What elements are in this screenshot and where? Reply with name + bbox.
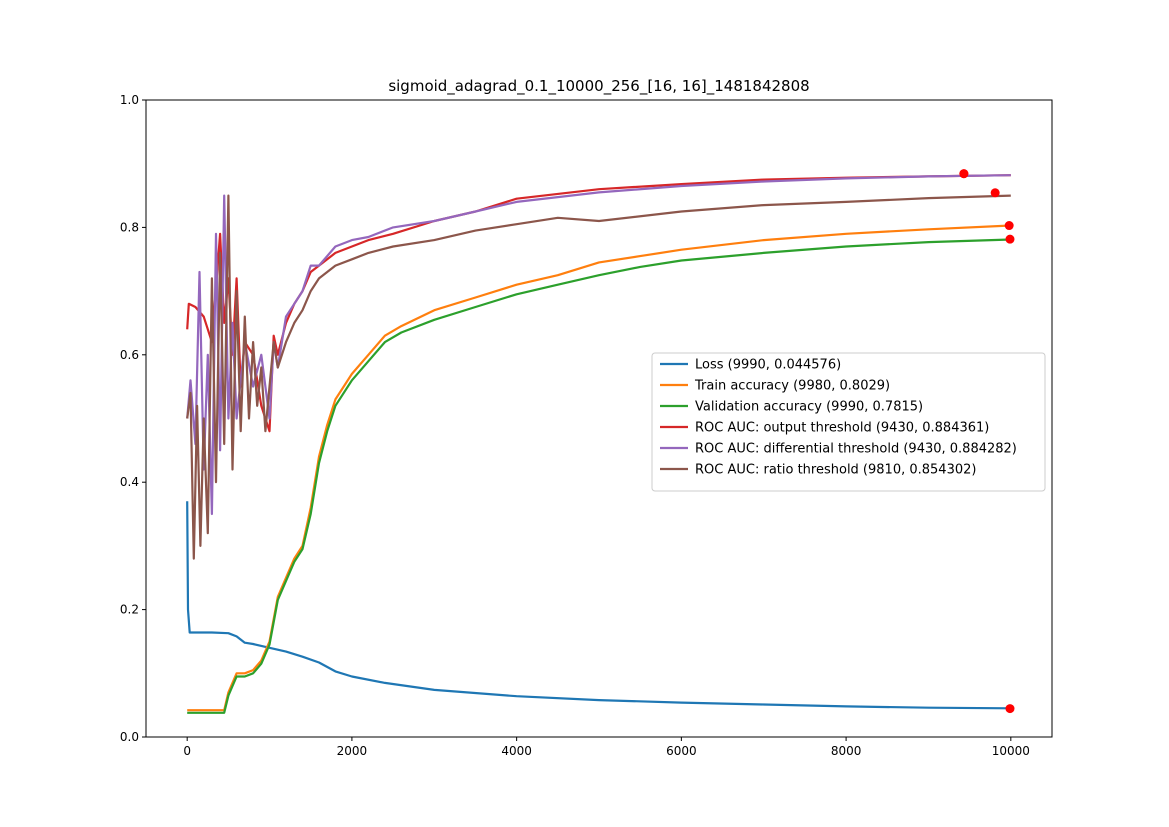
series-marker-6 [990,188,1000,198]
series-marker-3 [1005,234,1015,244]
series-layer [186,174,1011,714]
series-marker-2 [1004,221,1014,231]
legend-label: Train accuracy (9980, 0.8029) [694,379,890,394]
legend-label: ROC AUC: output threshold (9430, 0.88436… [695,421,989,436]
legend: Loss (9990, 0.044576) Train accuracy (998… [651,352,1046,492]
y-tick-label: 0.4 [120,475,139,489]
x-tick-label: 0 [183,744,191,758]
legend-label: Validation accuracy (9990, 0.7815) [695,400,923,415]
series-marker-5 [959,169,969,179]
x-tick-label: 10000 [992,744,1030,758]
series-line-1 [186,501,1011,710]
legend-label: ROC AUC: ratio threshold (9810, 0.854302… [695,463,976,478]
x-tick-label: 2000 [337,744,368,758]
series-line-3 [187,238,1011,714]
chart-title: sigmoid_adagrad_0.1_10000_256_[16, 16]_1… [388,77,809,96]
series-line-2 [187,224,1011,712]
y-axis-ticks: 0.0 0.2 0.4 0.6 0.8 1.0 [120,93,146,744]
legend-label: ROC AUC: differential threshold (9430, 0… [695,442,1017,457]
series-marker-1 [1005,704,1015,714]
y-tick-label: 0.8 [120,220,139,234]
legend-box [651,352,1046,492]
x-tick-label: 6000 [666,744,697,758]
y-tick-label: 1.0 [120,93,139,107]
legend-label: Loss (9990, 0.044576) [695,358,841,373]
y-tick-label: 0.2 [120,603,139,617]
y-tick-label: 0.0 [120,730,139,744]
y-tick-label: 0.6 [120,348,139,362]
plot-frame [145,99,1053,738]
marker-layer [959,169,1015,714]
x-tick-label: 4000 [501,744,532,758]
x-tick-label: 8000 [831,744,862,758]
series-line-6 [186,194,1011,560]
x-axis-ticks: 0 2000 4000 6000 8000 10000 [183,737,1030,758]
